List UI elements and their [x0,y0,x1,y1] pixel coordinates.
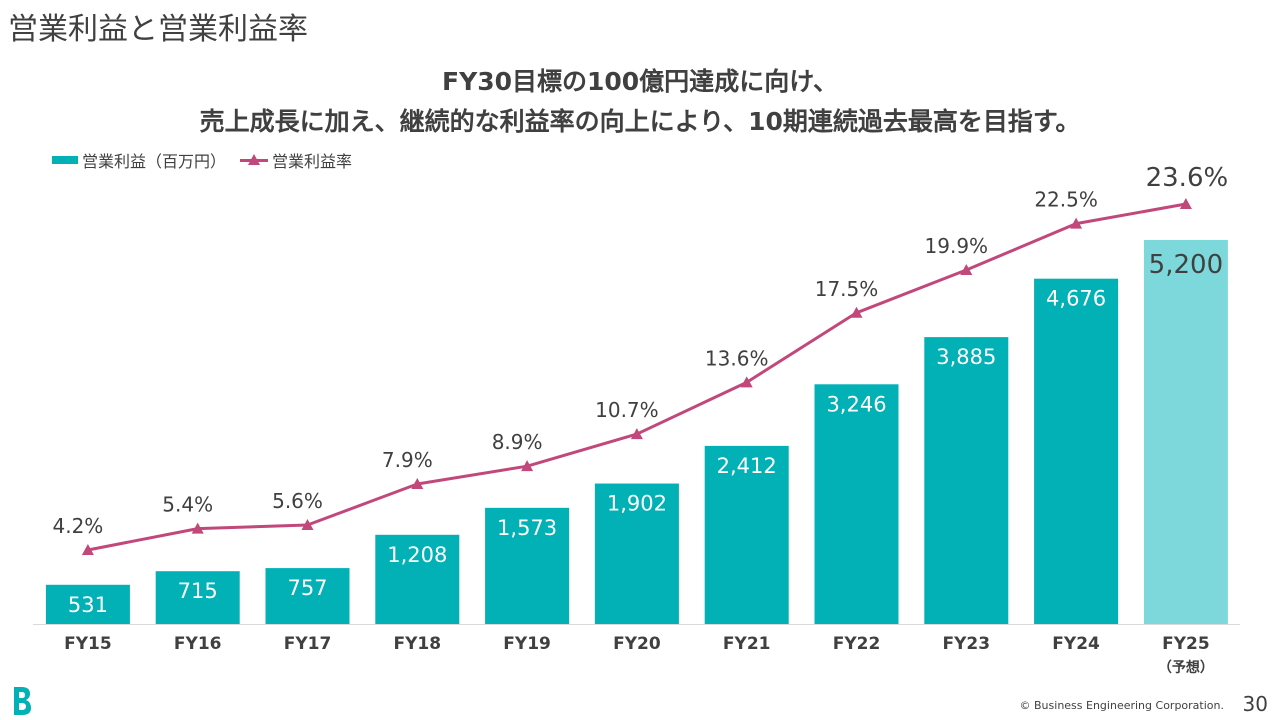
bar-fy17 [265,568,350,624]
margin-point [81,544,94,555]
margin-point [850,306,863,318]
bar-fy16 [155,571,240,624]
bar-value-label: 531 [68,593,108,617]
margin-value-label: 19.9% [925,234,989,258]
margin-value-label: 8.9% [492,430,543,454]
legend-line-swatch [240,154,269,166]
x-tick-label: FY16 [174,634,222,654]
bar-fy22 [814,384,899,624]
margin-point [960,263,973,275]
margin-value-label: 5.6% [272,489,323,513]
margin-value-label: 22.5% [1034,188,1098,212]
x-tick-label: FY15 [64,634,112,654]
x-tick-sublabel: （予想） [1158,659,1214,676]
margin-value-label: 5.4% [162,493,213,517]
bar-value-label: 1,573 [497,516,557,540]
bar-value-label: 715 [178,579,218,603]
margin-point [630,428,643,440]
x-tick-label: FY25 [1162,634,1210,654]
bar-fy24 [1034,278,1119,624]
x-tick-label: FY24 [1052,634,1100,654]
margin-value-label: 13.6% [705,346,769,370]
headline-line-1: FY30目標の100億円達成に向け、 [442,67,838,96]
bar-fy21 [704,445,789,624]
chart-legend: 営業利益（百万円） 営業利益率 [52,148,352,172]
bar-fy19 [485,507,570,624]
bar-fy25 [1143,240,1228,624]
bar-value-label: 2,412 [717,454,777,478]
margin-value-label: 4.2% [52,514,103,538]
bar-value-label: 5,200 [1149,250,1223,280]
margin-value-label: 17.5% [815,277,879,301]
bar-fy23 [924,337,1009,624]
headline-line-2: 売上成長に加え、継続的な利益率の向上により、10期連続過去最高を目指す。 [199,107,1081,136]
bar-value-label: 757 [287,576,327,600]
x-tick-label: FY21 [723,634,771,654]
margin-value-label: 10.7% [595,398,659,422]
margin-value-label: 23.6% [1146,163,1229,193]
slide-title: 営業利益と営業利益率 [8,12,308,47]
bar-value-label: 4,676 [1046,287,1106,311]
bar-value-label: 3,885 [936,345,996,369]
bar-value-label: 1,208 [387,543,447,567]
bar-value-label: 3,246 [826,392,886,416]
page-number: 30 [1242,692,1268,716]
company-logo-icon [14,687,31,715]
margin-point [521,460,534,472]
margin-value-label: 7.9% [382,448,433,472]
margin-point [740,376,753,388]
bar-fy18 [375,534,460,624]
bar-fy20 [594,483,679,624]
legend-line-label: 営業利益率 [272,152,353,171]
x-tick-label: FY20 [613,634,661,654]
x-tick-label: FY18 [394,634,442,654]
margin-point [301,519,314,531]
margin-point [411,478,424,490]
bar-value-label: 1,902 [607,492,667,516]
margin-point [1070,217,1083,229]
copyright-text: © Business Engineering Corporation. [1019,699,1224,712]
margin-point [191,522,204,534]
x-tick-label: FY19 [503,634,551,654]
x-tick-label: FY17 [284,634,332,654]
margin-point [1179,198,1192,209]
x-tick-label: FY23 [943,634,991,654]
bar-fy15 [45,584,130,624]
legend-bar-swatch [52,156,78,164]
legend-bar-label: 営業利益（百万円） [82,152,227,171]
x-tick-label: FY22 [833,634,881,654]
